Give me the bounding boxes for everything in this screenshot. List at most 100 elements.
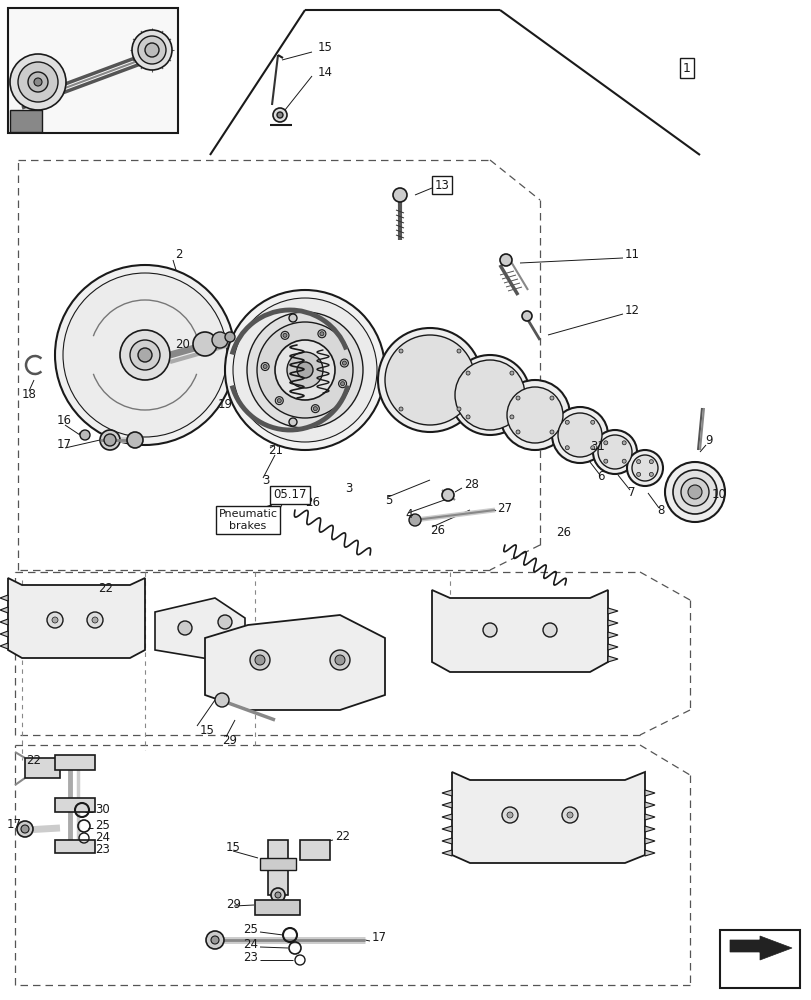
Text: 20: 20: [175, 338, 190, 352]
Circle shape: [672, 470, 716, 514]
Circle shape: [398, 407, 402, 411]
Circle shape: [636, 472, 640, 476]
Bar: [55, 840, 95, 853]
Circle shape: [261, 363, 268, 371]
Text: 21: 21: [268, 444, 283, 456]
Circle shape: [283, 333, 286, 337]
Circle shape: [275, 892, 281, 898]
Circle shape: [592, 430, 636, 474]
Polygon shape: [0, 619, 8, 625]
Circle shape: [52, 617, 58, 623]
Circle shape: [398, 349, 402, 353]
Circle shape: [340, 359, 348, 367]
Circle shape: [590, 420, 594, 424]
Circle shape: [521, 311, 531, 321]
Text: 3: 3: [262, 474, 269, 487]
Polygon shape: [607, 656, 617, 662]
Circle shape: [100, 430, 120, 450]
Polygon shape: [8, 578, 145, 658]
Circle shape: [543, 623, 556, 637]
Circle shape: [501, 807, 517, 823]
Circle shape: [255, 655, 264, 665]
Polygon shape: [607, 632, 617, 638]
Polygon shape: [0, 607, 8, 613]
Polygon shape: [607, 644, 617, 650]
Circle shape: [664, 462, 724, 522]
Circle shape: [557, 413, 601, 457]
Polygon shape: [441, 790, 452, 796]
Text: 6: 6: [596, 471, 603, 484]
Circle shape: [483, 623, 496, 637]
Circle shape: [193, 332, 217, 356]
Text: 7: 7: [627, 487, 635, 499]
Text: 23: 23: [95, 843, 109, 856]
Text: 30: 30: [95, 803, 109, 816]
Circle shape: [564, 420, 569, 424]
Circle shape: [55, 265, 234, 445]
Circle shape: [289, 314, 297, 322]
Circle shape: [145, 43, 159, 57]
Text: Pneumatic
brakes: Pneumatic brakes: [218, 509, 277, 531]
Circle shape: [311, 405, 319, 413]
Circle shape: [516, 430, 519, 434]
Polygon shape: [441, 850, 452, 856]
Text: 5: 5: [384, 493, 392, 506]
Circle shape: [247, 312, 363, 428]
Circle shape: [509, 371, 513, 375]
Circle shape: [409, 514, 420, 526]
Circle shape: [297, 362, 312, 378]
Polygon shape: [441, 802, 452, 808]
Polygon shape: [0, 595, 8, 601]
Text: 25: 25: [242, 923, 258, 936]
Text: 22: 22: [26, 754, 41, 766]
Circle shape: [597, 435, 631, 469]
Polygon shape: [0, 631, 8, 637]
Circle shape: [338, 380, 346, 388]
Text: 15: 15: [200, 723, 215, 736]
Bar: [10, 110, 42, 132]
Polygon shape: [607, 608, 617, 614]
Bar: [268, 840, 288, 895]
Circle shape: [590, 446, 594, 450]
Bar: [719, 930, 799, 988]
Circle shape: [342, 361, 346, 365]
Text: 27: 27: [496, 502, 512, 514]
Text: 2: 2: [175, 248, 182, 261]
Circle shape: [318, 330, 325, 338]
Polygon shape: [155, 598, 245, 660]
Circle shape: [272, 108, 286, 122]
Text: 26: 26: [556, 526, 570, 540]
Text: 9: 9: [704, 434, 711, 446]
Text: 19: 19: [217, 398, 233, 412]
Circle shape: [320, 332, 324, 336]
Polygon shape: [431, 590, 607, 672]
Bar: [299, 840, 329, 860]
Circle shape: [28, 72, 48, 92]
Polygon shape: [204, 615, 384, 710]
Circle shape: [233, 298, 376, 442]
Circle shape: [275, 397, 283, 405]
Text: 23: 23: [242, 951, 258, 964]
Circle shape: [257, 322, 353, 418]
Circle shape: [63, 273, 227, 437]
Circle shape: [104, 434, 116, 446]
Bar: [8, 8, 178, 133]
Circle shape: [286, 352, 323, 388]
Text: 11: 11: [624, 248, 639, 261]
Text: 22: 22: [98, 582, 113, 594]
Circle shape: [313, 407, 317, 411]
Text: 8: 8: [656, 504, 663, 516]
Circle shape: [10, 54, 66, 110]
Circle shape: [225, 332, 234, 342]
Polygon shape: [644, 826, 654, 832]
Circle shape: [441, 489, 453, 501]
Circle shape: [680, 478, 708, 506]
Polygon shape: [644, 802, 654, 808]
Circle shape: [561, 807, 577, 823]
Circle shape: [275, 340, 335, 400]
Bar: [55, 798, 95, 812]
Circle shape: [127, 432, 143, 448]
Circle shape: [217, 615, 232, 629]
Polygon shape: [729, 936, 791, 960]
Text: 3: 3: [345, 482, 352, 494]
